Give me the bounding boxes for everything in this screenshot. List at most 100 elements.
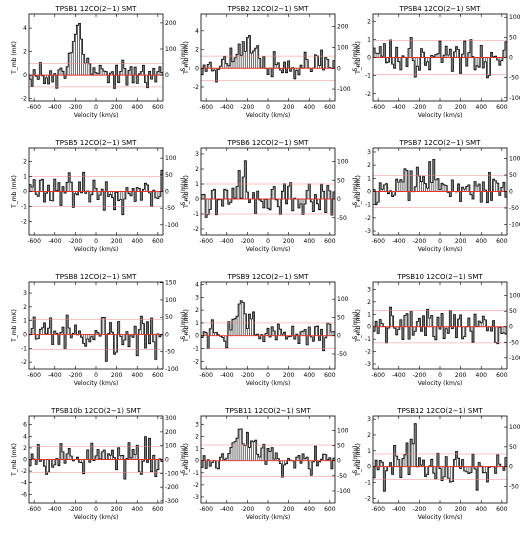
- spectrum-bar: [433, 327, 434, 337]
- spectrum-bar: [153, 334, 154, 341]
- x-axis-label: Velocity (km/s): [74, 514, 119, 521]
- y-tick-label: -2: [193, 84, 199, 91]
- x-axis-label: Velocity (km/s): [246, 514, 291, 521]
- x-tick-label: 600: [152, 372, 164, 379]
- spectrum-bar: [290, 183, 291, 199]
- spectrum-bar: [294, 461, 295, 468]
- spectrum-bar: [303, 454, 304, 461]
- spectrum-bar: [226, 190, 227, 199]
- y-tick-label: 3: [23, 290, 27, 297]
- y-axis-label: T_mb (mK): [11, 309, 18, 343]
- x-tick-label: 200: [455, 104, 467, 111]
- spectrum-bar: [331, 332, 332, 336]
- spectrum-bar: [398, 182, 399, 191]
- spectrum-bar: [378, 467, 379, 470]
- x-tick-label: -600: [27, 238, 41, 245]
- x-tick-label: 200: [111, 238, 123, 245]
- panel-title: TPSB10b 12CO(2−1) SMT: [50, 407, 142, 415]
- spectrum-bar: [284, 332, 285, 336]
- spectrum-bar: [305, 199, 306, 204]
- y2-tick-label: -100: [165, 222, 179, 229]
- spectrum-bar: [32, 75, 33, 86]
- spectrum-bar: [473, 454, 474, 466]
- spectrum-bar: [282, 68, 283, 72]
- spectrum-bar: [470, 467, 471, 473]
- spectrum-bar: [204, 65, 205, 68]
- spectrum-bar: [230, 447, 231, 460]
- spectrum-bar: [135, 326, 136, 334]
- spectrum-bar: [208, 199, 209, 214]
- y-axis-label: T_mb (mK): [355, 309, 362, 343]
- spectrum-bar: [245, 314, 246, 336]
- spectrum-bar: [394, 58, 395, 69]
- spectrum-bar: [477, 467, 478, 491]
- x-tick-label: 600: [496, 104, 508, 111]
- spectrum-bar: [274, 331, 275, 336]
- spectrum-bar: [54, 460, 55, 465]
- spectrum-bar: [30, 460, 31, 466]
- spectrum-bar: [124, 68, 125, 75]
- spectrum-bar: [263, 444, 264, 460]
- spectrum-bar: [30, 185, 31, 192]
- spectrum-bar: [79, 23, 80, 75]
- spectrum-bar: [40, 180, 41, 191]
- spectrum-bar: [108, 454, 109, 460]
- spectrum-bar: [141, 192, 142, 201]
- spectrum-bar: [131, 67, 132, 75]
- spectrum-bar: [222, 454, 223, 461]
- spectrum-bar: [315, 327, 316, 336]
- spectrum-bar: [110, 455, 111, 459]
- spectrum-bar: [298, 199, 299, 208]
- spectrum-bar: [298, 68, 299, 75]
- spectrum-bar: [450, 467, 451, 482]
- spectrum-bar: [380, 183, 381, 192]
- x-tick-label: 600: [324, 506, 336, 513]
- spectrum-bar: [226, 64, 227, 69]
- spectrum-bar: [81, 39, 82, 75]
- x-tick-label: 400: [476, 104, 488, 111]
- spectrum-bar: [378, 192, 379, 203]
- y-tick-label: -3: [365, 228, 371, 235]
- spectrum-bar: [378, 53, 379, 57]
- spectrum-bar: [309, 461, 310, 469]
- spectrum-bar: [143, 65, 144, 75]
- spectrum-bar: [210, 62, 211, 68]
- x-tick-label: 200: [111, 506, 123, 513]
- y2-tick-label: -100: [509, 95, 520, 102]
- x-tick-label: 600: [496, 372, 508, 379]
- y-tick-label: -1: [21, 204, 27, 211]
- spectrum-bar: [460, 315, 461, 327]
- x-tick-label: -600: [371, 372, 385, 379]
- spectrum-bar: [69, 328, 70, 334]
- y-tick-label: 2: [367, 18, 371, 25]
- spectrum-bar: [444, 185, 445, 192]
- x-tick-label: -400: [220, 506, 234, 513]
- spectrum-bar: [446, 185, 447, 191]
- spectrum-bar: [122, 334, 123, 344]
- spectrum-bar: [431, 316, 432, 327]
- spectrum-bar: [415, 327, 416, 331]
- spectrum-bar: [331, 199, 332, 215]
- y2-tick-label: 50: [165, 172, 173, 179]
- x-tick-label: -600: [199, 104, 213, 111]
- spectrum-bar: [305, 52, 306, 68]
- y-axis-label: T_mb (mK): [355, 41, 362, 75]
- y2-tick-label: -50: [509, 205, 519, 212]
- x-tick-label: 200: [455, 238, 467, 245]
- spectrum-bar: [243, 42, 244, 69]
- spectrum-bar: [464, 327, 465, 337]
- spectrum-bar: [487, 467, 488, 482]
- x-axis-label: Velocity (km/s): [418, 246, 463, 253]
- spectrum-bar: [506, 192, 507, 198]
- x-tick-label: 600: [496, 506, 508, 513]
- x-tick-label: -400: [392, 104, 406, 111]
- spectrum-bar: [38, 192, 39, 197]
- x-axis-label: Velocity (km/s): [418, 514, 463, 521]
- spectrum-bar: [423, 52, 424, 57]
- y2-tick-label: -50: [509, 483, 519, 490]
- spectrum-bar: [61, 192, 62, 206]
- spectrum-bar: [272, 189, 273, 199]
- spectrum-bar: [141, 316, 142, 334]
